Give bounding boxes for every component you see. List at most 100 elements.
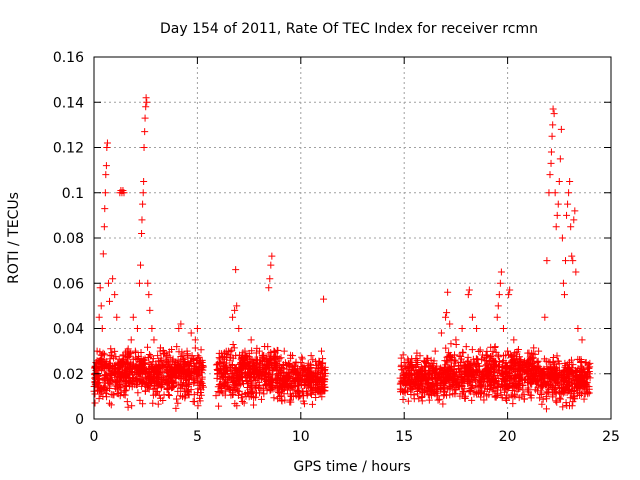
data-point: [173, 372, 181, 380]
data-point: [95, 366, 103, 374]
data-point: [418, 375, 426, 383]
data-point: [113, 313, 121, 321]
data-point: [514, 346, 522, 354]
data-point: [267, 261, 275, 269]
data-point: [138, 216, 146, 224]
data-point: [233, 375, 241, 383]
data-point: [473, 325, 481, 332]
data-point: [558, 375, 566, 383]
data-point: [566, 177, 574, 185]
data-point: [237, 360, 245, 368]
data-point: [226, 351, 234, 359]
data-point: [300, 382, 308, 390]
data-point: [563, 211, 571, 219]
data-point: [307, 369, 315, 377]
data-point: [508, 358, 516, 366]
data-point: [570, 395, 578, 403]
data-point: [449, 369, 457, 377]
data-point: [545, 382, 553, 390]
data-point: [470, 359, 478, 367]
data-point: [116, 381, 124, 389]
data-point: [240, 399, 248, 407]
data-point: [102, 389, 110, 397]
data-point: [581, 368, 589, 376]
data-point: [483, 352, 491, 360]
data-point: [413, 361, 421, 369]
data-point: [216, 381, 224, 389]
data-point: [448, 381, 456, 389]
data-point: [576, 376, 584, 384]
data-point: [307, 377, 315, 384]
y-tick-label: 0.1: [62, 186, 84, 202]
data-point: [495, 291, 503, 299]
data-point: [183, 347, 191, 355]
data-point: [291, 371, 299, 379]
data-point: [502, 395, 510, 403]
data-point: [533, 362, 541, 370]
data-point: [289, 377, 297, 385]
data-point: [300, 372, 308, 380]
data-point: [131, 347, 139, 355]
data-point: [97, 351, 105, 359]
data-point: [455, 365, 463, 373]
data-point: [91, 362, 99, 370]
data-point: [238, 397, 246, 405]
data-point: [289, 392, 297, 400]
data-point: [435, 395, 443, 403]
data-point: [530, 344, 538, 352]
data-point: [499, 325, 507, 332]
data-point: [238, 374, 246, 382]
data-point: [514, 385, 522, 393]
data-point: [175, 348, 183, 356]
data-point: [229, 341, 237, 349]
data-point: [286, 362, 294, 370]
data-point: [137, 261, 145, 269]
data-point: [191, 377, 199, 385]
data-point: [431, 347, 439, 355]
data-point: [565, 189, 573, 197]
data-point: [424, 391, 432, 399]
data-point: [451, 351, 459, 359]
data-point: [461, 394, 469, 402]
data-point: [511, 392, 519, 400]
data-point: [478, 355, 486, 363]
data-point: [577, 357, 585, 365]
data-point: [174, 399, 182, 407]
data-point: [318, 364, 326, 372]
data-point: [199, 383, 207, 391]
data-point: [102, 171, 110, 179]
data-point: [528, 359, 536, 367]
data-point: [321, 366, 329, 374]
data-point: [142, 94, 150, 102]
data-point: [504, 351, 512, 359]
data-point: [143, 98, 151, 106]
data-point: [533, 387, 541, 395]
data-point: [120, 189, 128, 197]
data-point: [557, 395, 565, 403]
data-point: [569, 257, 577, 265]
data-point: [400, 374, 408, 382]
data-point: [584, 390, 592, 398]
data-point: [230, 344, 238, 352]
data-point: [145, 291, 153, 299]
data-point: [570, 216, 578, 224]
data-point: [97, 360, 105, 368]
data-point: [307, 391, 315, 399]
data-point: [252, 367, 260, 375]
data-point: [516, 356, 524, 364]
data-point: [162, 352, 170, 360]
data-point: [538, 382, 546, 390]
data-point: [475, 347, 483, 355]
data-point: [145, 359, 153, 367]
x-tick-label: 20: [499, 429, 517, 445]
data-point: [555, 367, 563, 375]
data-point: [442, 379, 450, 387]
data-point: [231, 386, 239, 394]
data-point: [487, 377, 495, 385]
data-point: [183, 365, 191, 373]
data-point: [312, 394, 320, 402]
data-point: [514, 379, 522, 387]
data-point: [428, 391, 436, 399]
data-point: [466, 386, 474, 394]
data-point: [490, 379, 498, 387]
